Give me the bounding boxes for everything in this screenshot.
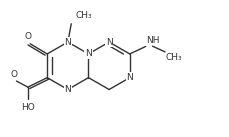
Text: CH₃: CH₃	[76, 11, 93, 20]
Text: NH: NH	[146, 36, 160, 45]
Text: N: N	[126, 73, 133, 82]
Text: CH₃: CH₃	[166, 53, 182, 62]
Text: N: N	[65, 85, 71, 94]
Text: N: N	[65, 38, 71, 47]
Text: N: N	[85, 49, 92, 58]
Text: O: O	[11, 70, 18, 79]
Text: HO: HO	[21, 103, 35, 112]
Text: N: N	[106, 38, 112, 47]
Text: O: O	[25, 32, 32, 41]
